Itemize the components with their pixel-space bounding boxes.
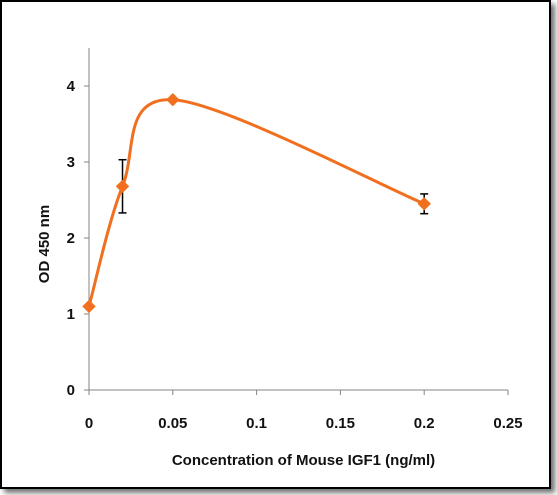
data-point — [166, 92, 180, 107]
x-tick-label: 0.1 — [246, 415, 267, 432]
axes — [88, 48, 508, 391]
x-tick-label: 0.15 — [326, 415, 355, 432]
y-axis-title: OD 450 nm — [36, 205, 53, 283]
x-tick-label: 0.2 — [414, 415, 435, 432]
chart-frame — [0, 0, 551, 489]
data-point — [82, 299, 96, 314]
error-bars — [118, 158, 429, 215]
x-tick-label: 0.25 — [493, 415, 522, 432]
series-markers — [82, 92, 431, 314]
data-point — [417, 197, 431, 211]
series-line — [87, 98, 425, 307]
x-axis-title: Concentration of Mouse IGF1 (ng/ml) — [172, 452, 435, 469]
ticks: 0 1 2 3 4 0 0.05 0.1 0.15 0.2 0.25 — [67, 78, 523, 432]
y-tick-label: 3 — [67, 154, 75, 171]
series-lines — [87, 98, 425, 307]
y-tick-label: 0 — [67, 382, 75, 399]
data-point — [115, 179, 130, 194]
x-tick-label: 0 — [85, 415, 93, 432]
y-tick-label: 1 — [67, 306, 75, 323]
y-tick-label: 4 — [67, 78, 76, 95]
x-tick-label: 0.05 — [158, 415, 187, 432]
y-tick-label: 2 — [67, 230, 75, 247]
